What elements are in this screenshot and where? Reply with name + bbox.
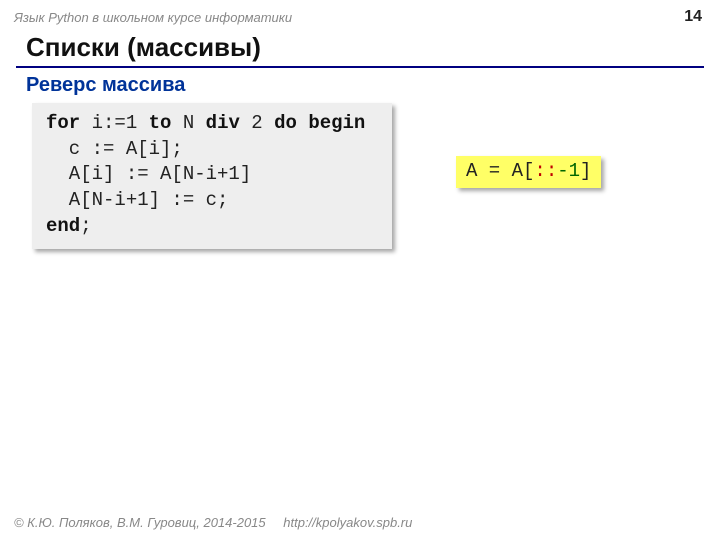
slide-title: Списки (массивы): [26, 32, 261, 63]
py-lhs: A = A[: [466, 160, 534, 182]
kw-for: for: [46, 112, 80, 134]
page-number: 14: [684, 8, 702, 26]
py-neg-one: -1: [557, 160, 580, 182]
python-code-box: A = A[::-1]: [456, 156, 601, 188]
kw-to: to: [149, 112, 172, 134]
kw-begin: begin: [308, 112, 365, 134]
title-rule: [16, 66, 704, 68]
slide: Язык Python в школьном курсе информатики…: [0, 0, 720, 540]
course-header: Язык Python в школьном курсе информатики: [14, 10, 292, 25]
kw-end: end: [46, 215, 80, 237]
footer-copyright: © К.Ю. Поляков, В.М. Гуровиц, 2014-2015: [14, 515, 266, 530]
code-line-1: for i:=1 to N div 2 do begin: [46, 111, 378, 137]
code-line-5: end;: [46, 214, 378, 240]
pascal-code-box: for i:=1 to N div 2 do begin c := A[i]; …: [32, 103, 392, 249]
py-rbracket: ]: [580, 160, 591, 182]
code-line-4: A[N-i+1] := c;: [46, 188, 378, 214]
code-line-3: A[i] := A[N-i+1]: [46, 162, 378, 188]
footer-url: http://kpolyakov.spb.ru: [283, 515, 412, 530]
py-slice-dots: ::: [534, 160, 557, 182]
code-line-2: c := A[i];: [46, 137, 378, 163]
slide-subtitle: Реверс массива: [26, 74, 185, 97]
kw-div: div: [206, 112, 240, 134]
kw-do: do: [274, 112, 297, 134]
footer: © К.Ю. Поляков, В.М. Гуровиц, 2014-2015 …: [14, 515, 412, 530]
